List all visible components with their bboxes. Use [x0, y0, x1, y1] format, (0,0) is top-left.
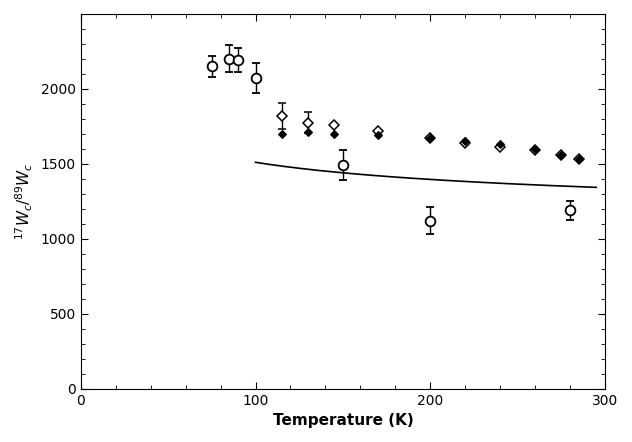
- X-axis label: Temperature (K): Temperature (K): [272, 413, 413, 428]
- Y-axis label: $^{17}W_c/^{89}W_c$: $^{17}W_c/^{89}W_c$: [14, 163, 35, 240]
